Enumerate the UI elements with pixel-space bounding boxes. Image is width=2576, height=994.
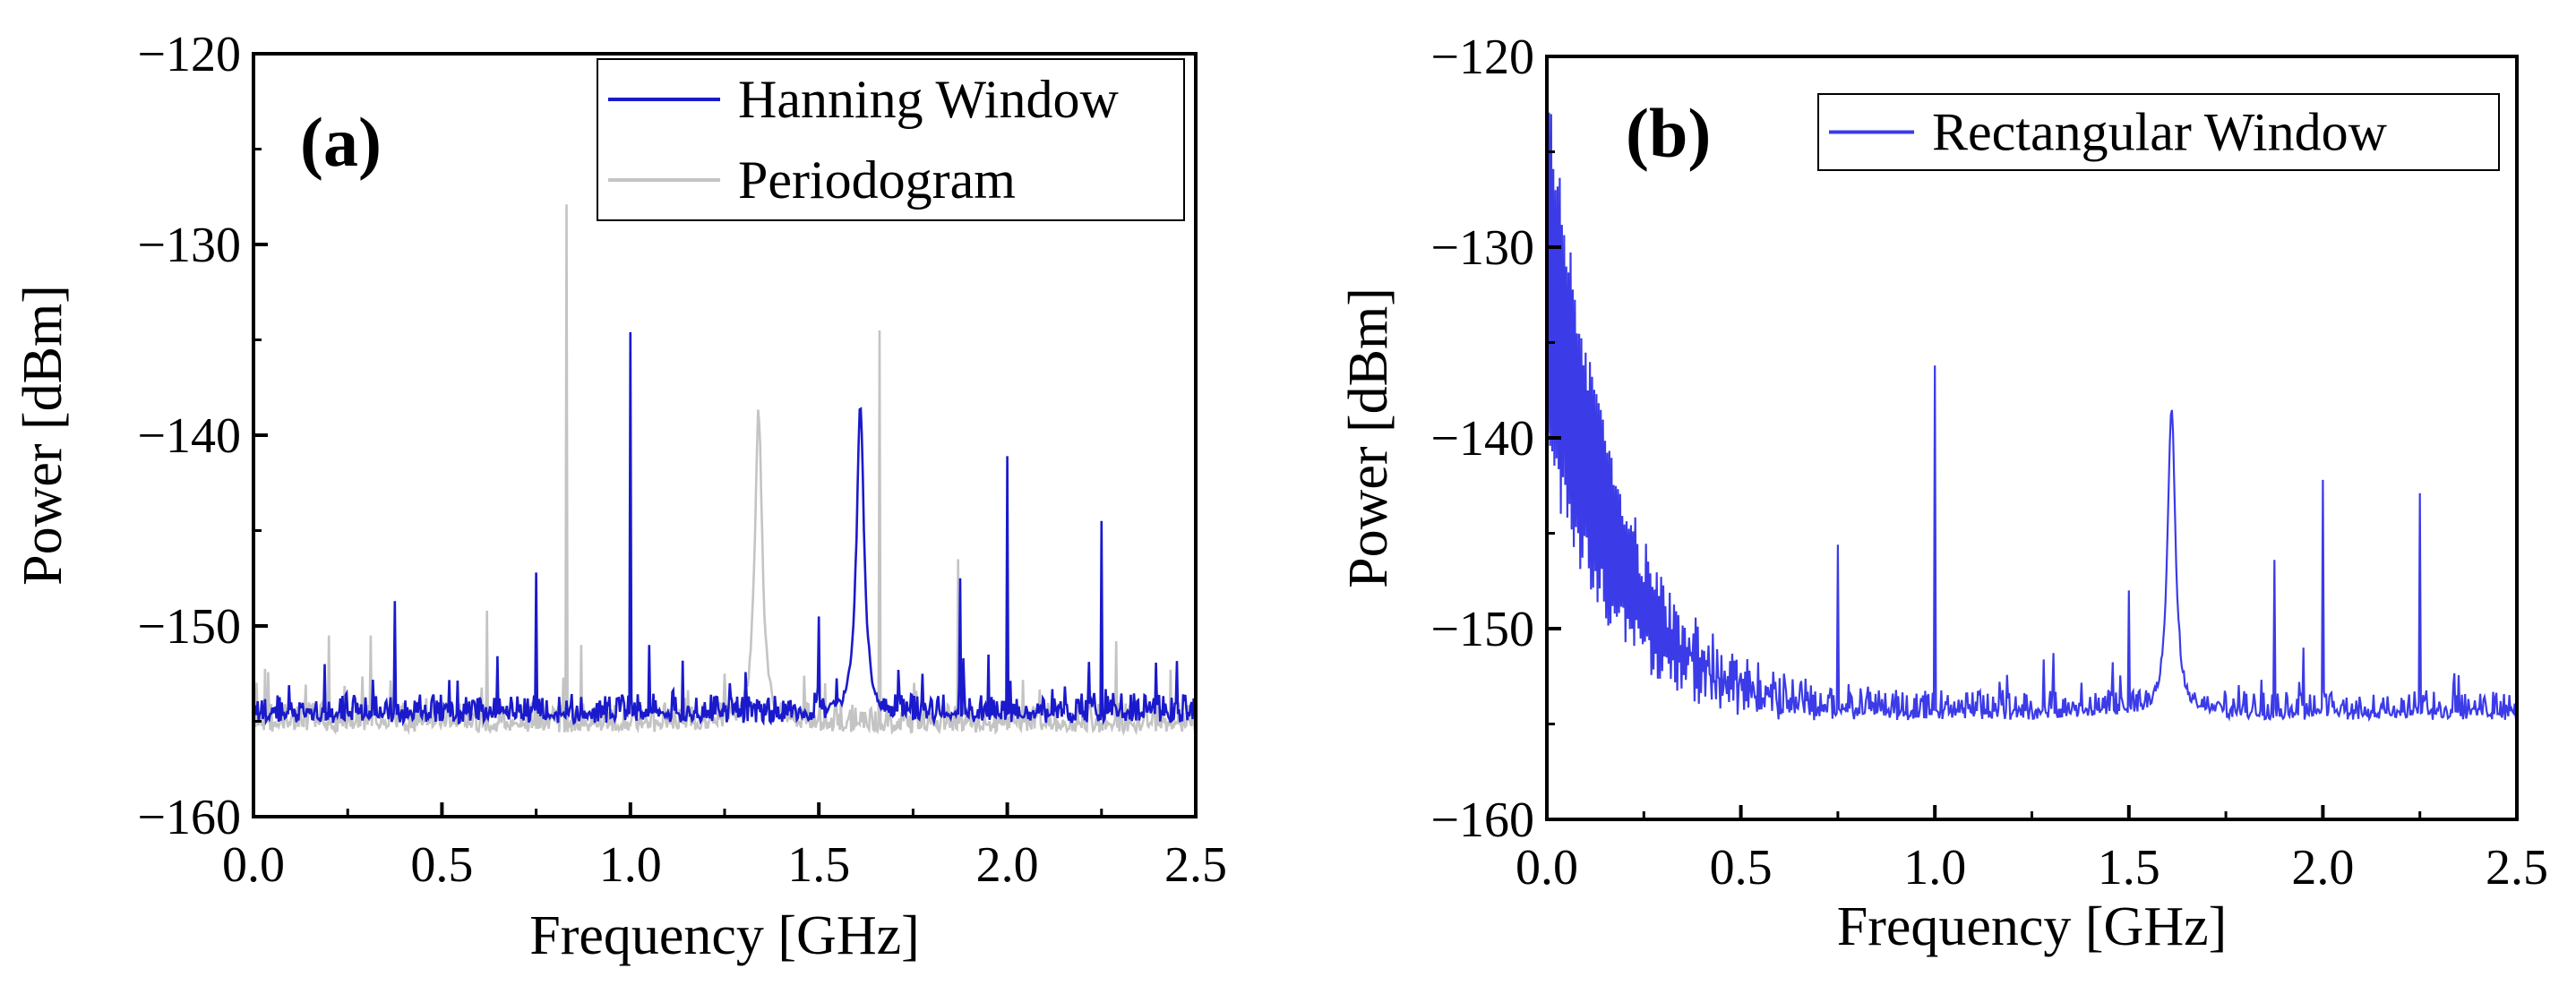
y-tick-label: −150 bbox=[1430, 602, 1534, 657]
y-tick-label: −140 bbox=[1430, 411, 1534, 467]
y-axis-title: Power [dBm] bbox=[13, 285, 73, 586]
y-tick-label: −140 bbox=[137, 408, 241, 464]
x-tick-label: 2.0 bbox=[976, 837, 1039, 893]
panel-b: 0.0 0.5 1.0 1.5 2.0 2.5 −160 −150 −140 −130 −120 Fr… bbox=[1338, 30, 2548, 957]
panel-label: (a) bbox=[300, 103, 382, 181]
x-tick-label: 1.0 bbox=[599, 837, 662, 893]
y-tick-label: −150 bbox=[137, 599, 241, 655]
series-line-rectangular-window bbox=[1547, 84, 2517, 723]
panel-label: (b) bbox=[1626, 94, 1711, 172]
x-tick-label: 1.5 bbox=[787, 837, 850, 893]
x-tick-label: 0.5 bbox=[1710, 840, 1773, 895]
x-tick-label: 2.5 bbox=[1164, 837, 1227, 893]
legend-box bbox=[1817, 93, 2500, 171]
x-tick-label: 2.5 bbox=[2486, 840, 2548, 895]
legend: Hanning Window Periodogram bbox=[597, 58, 1185, 221]
legend-label: Periodogram bbox=[738, 150, 1016, 210]
x-axis-title: Frequency [GHz] bbox=[529, 905, 920, 966]
legend-label: Rectangular Window bbox=[1932, 103, 2388, 162]
y-tick-label: −130 bbox=[137, 218, 241, 273]
panel-a: 0.0 0.5 1.0 1.5 2.0 2.5 −160 −150 −140 −130 −120 Fr… bbox=[13, 27, 1227, 966]
legend: Rectangular Window bbox=[1817, 93, 2500, 171]
legend-label: Hanning Window bbox=[738, 70, 1119, 129]
x-tick-label: 1.5 bbox=[2098, 840, 2160, 895]
x-tick-label: 0.5 bbox=[410, 837, 473, 893]
series-line-hanning-window bbox=[253, 331, 1196, 727]
y-tick-label: −120 bbox=[1430, 30, 1534, 85]
y-tick-label: −160 bbox=[137, 790, 241, 845]
x-axis-title: Frequency [GHz] bbox=[1837, 896, 2228, 957]
y-tick-label: −120 bbox=[137, 27, 241, 82]
x-tick-label: 0.0 bbox=[1516, 840, 1578, 895]
x-tick-label: 2.0 bbox=[2291, 840, 2354, 895]
x-tick-label: 1.0 bbox=[1903, 840, 1966, 895]
y-axis-title: Power [dBm] bbox=[1338, 287, 1399, 588]
y-tick-label: −130 bbox=[1430, 220, 1534, 276]
x-tick-label: 0.0 bbox=[222, 837, 285, 893]
legend-box bbox=[597, 58, 1185, 221]
y-tick-label: −160 bbox=[1430, 793, 1534, 848]
